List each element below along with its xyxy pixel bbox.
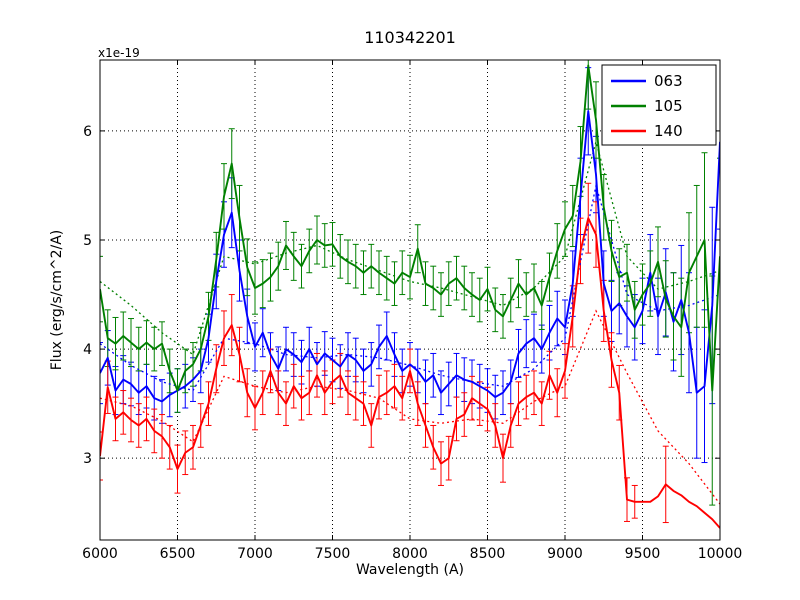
x-tick-label: 9500 <box>625 546 661 562</box>
legend-label-140: 140 <box>654 122 683 140</box>
x-tick-label: 7000 <box>237 546 273 562</box>
x-tick-label: 8500 <box>470 546 506 562</box>
plot-area <box>100 60 720 529</box>
x-axis-label: Wavelength (A) <box>355 562 464 578</box>
y-tick-label: 4 <box>83 342 92 358</box>
model-line-140-model <box>100 309 720 505</box>
x-tick-label: 6500 <box>160 546 196 562</box>
legend-label-063: 063 <box>654 72 683 90</box>
legend-label-105: 105 <box>654 97 683 115</box>
legend: 063 105 140 <box>601 64 717 146</box>
y-axis-offset-text: x1e-19 <box>98 46 140 60</box>
model-line-105-model <box>100 139 720 356</box>
series-line-105 <box>100 64 720 392</box>
x-tick-label: 7500 <box>315 546 351 562</box>
x-tick-label: 6000 <box>82 546 118 562</box>
series-line-140 <box>100 217 720 529</box>
chart-title: 110342201 <box>364 28 456 47</box>
ticks <box>99 60 721 540</box>
x-tick-label: 9000 <box>547 546 583 562</box>
x-tick-label: 10000 <box>698 546 743 562</box>
y-tick-label: 6 <box>83 124 92 140</box>
y-tick-label: 3 <box>83 451 92 467</box>
tick-labels: 6000 6500 7000 7500 8000 8500 9000 9500 10000 3 4 5… <box>82 124 742 562</box>
x-tick-label: 8000 <box>392 546 428 562</box>
series-line-063 <box>100 110 720 403</box>
y-tick-label: 5 <box>83 233 92 249</box>
y-axis-label: Flux (erg/s/cm^2/A) <box>49 229 65 371</box>
